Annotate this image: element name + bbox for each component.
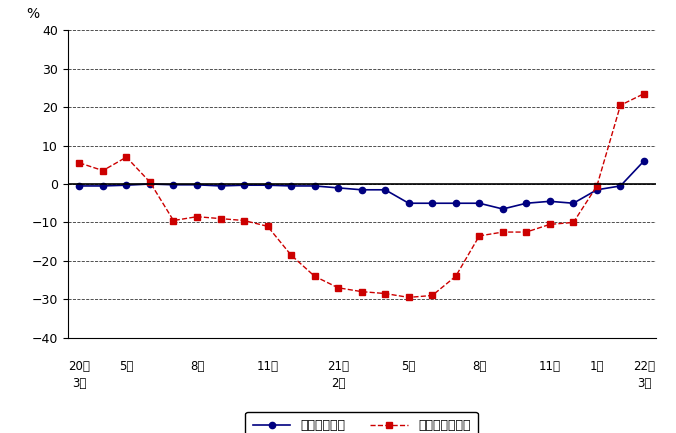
総実労働時間 — [170, 182, 178, 187]
総実労働時間 — [546, 199, 554, 204]
Text: 2月: 2月 — [331, 377, 345, 390]
Text: 22年: 22年 — [633, 360, 655, 373]
所定外労働時間 — [310, 274, 318, 279]
総実労働時間 — [569, 200, 577, 206]
総実労働時間 — [193, 182, 201, 187]
総実労働時間 — [452, 200, 460, 206]
総実労働時間 — [428, 200, 436, 206]
所定外労働時間 — [287, 252, 295, 258]
総実労働時間 — [122, 183, 130, 188]
所定外労働時間 — [381, 291, 389, 296]
所定外労働時間 — [475, 233, 483, 239]
総実労働時間 — [523, 200, 531, 206]
総実労働時間 — [381, 187, 389, 192]
Text: 8月: 8月 — [472, 360, 487, 373]
総実労働時間 — [75, 183, 83, 188]
Text: 11月: 11月 — [257, 360, 279, 373]
所定外労働時間 — [75, 160, 83, 165]
総実労働時間 — [310, 183, 318, 188]
所定外労働時間 — [358, 289, 366, 294]
Line: 総実労働時間: 総実労働時間 — [76, 158, 647, 212]
総実労働時間 — [499, 207, 507, 212]
総実労働時間 — [617, 183, 625, 188]
Text: 3月: 3月 — [72, 377, 87, 390]
Text: 5月: 5月 — [402, 360, 416, 373]
総実労働時間 — [593, 187, 601, 192]
Text: 1月: 1月 — [589, 360, 604, 373]
所定外労働時間 — [240, 218, 248, 223]
総実労働時間 — [334, 185, 342, 191]
所定外労働時間 — [122, 155, 130, 160]
Text: 20年: 20年 — [68, 360, 91, 373]
所定外労働時間 — [546, 222, 554, 227]
所定外労働時間 — [334, 285, 342, 291]
総実労働時間 — [475, 200, 483, 206]
所定外労働時間 — [216, 216, 224, 221]
所定外労働時間 — [99, 168, 107, 173]
所定外労働時間 — [617, 103, 625, 108]
総実労働時間 — [146, 181, 154, 187]
所定外労働時間 — [452, 274, 460, 279]
総実労働時間 — [99, 183, 107, 188]
Text: %: % — [26, 7, 40, 21]
所定外労働時間 — [640, 91, 648, 96]
所定外労働時間 — [146, 180, 154, 185]
所定外労働時間 — [170, 218, 178, 223]
所定外労働時間 — [405, 295, 413, 300]
総実労働時間 — [405, 200, 413, 206]
所定外労働時間 — [428, 293, 436, 298]
Line: 所定外労働時間: 所定外労働時間 — [76, 90, 648, 301]
Text: 21年: 21年 — [327, 360, 349, 373]
所定外労働時間 — [264, 224, 272, 229]
総実労働時間 — [240, 183, 248, 188]
総実労働時間 — [287, 183, 295, 188]
所定外労働時間 — [593, 183, 601, 188]
総実労働時間 — [640, 158, 648, 164]
Text: 8月: 8月 — [190, 360, 204, 373]
所定外労働時間 — [499, 229, 507, 235]
Legend: 総実労働時間, 所定外労働時間: 総実労働時間, 所定外労働時間 — [245, 412, 478, 433]
Text: 11月: 11月 — [539, 360, 561, 373]
所定外労働時間 — [569, 220, 577, 225]
Text: 5月: 5月 — [119, 360, 134, 373]
総実労働時間 — [216, 183, 224, 188]
総実労働時間 — [358, 187, 366, 192]
所定外労働時間 — [193, 214, 201, 219]
所定外労働時間 — [523, 229, 531, 235]
総実労働時間 — [264, 183, 272, 188]
Text: 3月: 3月 — [637, 377, 651, 390]
